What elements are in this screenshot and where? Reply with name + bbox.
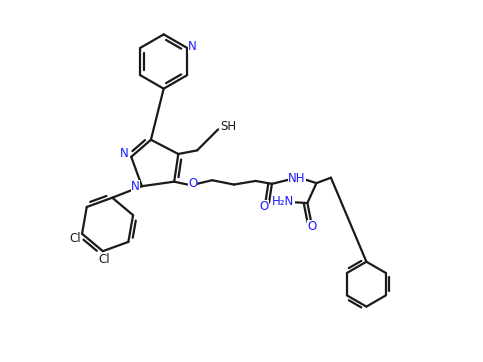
- Text: N: N: [120, 147, 129, 160]
- Text: SH: SH: [220, 120, 236, 133]
- Text: N: N: [131, 180, 140, 193]
- Text: NH: NH: [288, 172, 306, 185]
- Text: O: O: [308, 220, 317, 233]
- Text: O: O: [259, 200, 269, 213]
- Text: Cl: Cl: [99, 253, 111, 266]
- Text: H₂N: H₂N: [272, 195, 295, 208]
- Text: N: N: [188, 41, 197, 53]
- Text: O: O: [188, 177, 197, 190]
- Text: Cl: Cl: [69, 232, 81, 245]
